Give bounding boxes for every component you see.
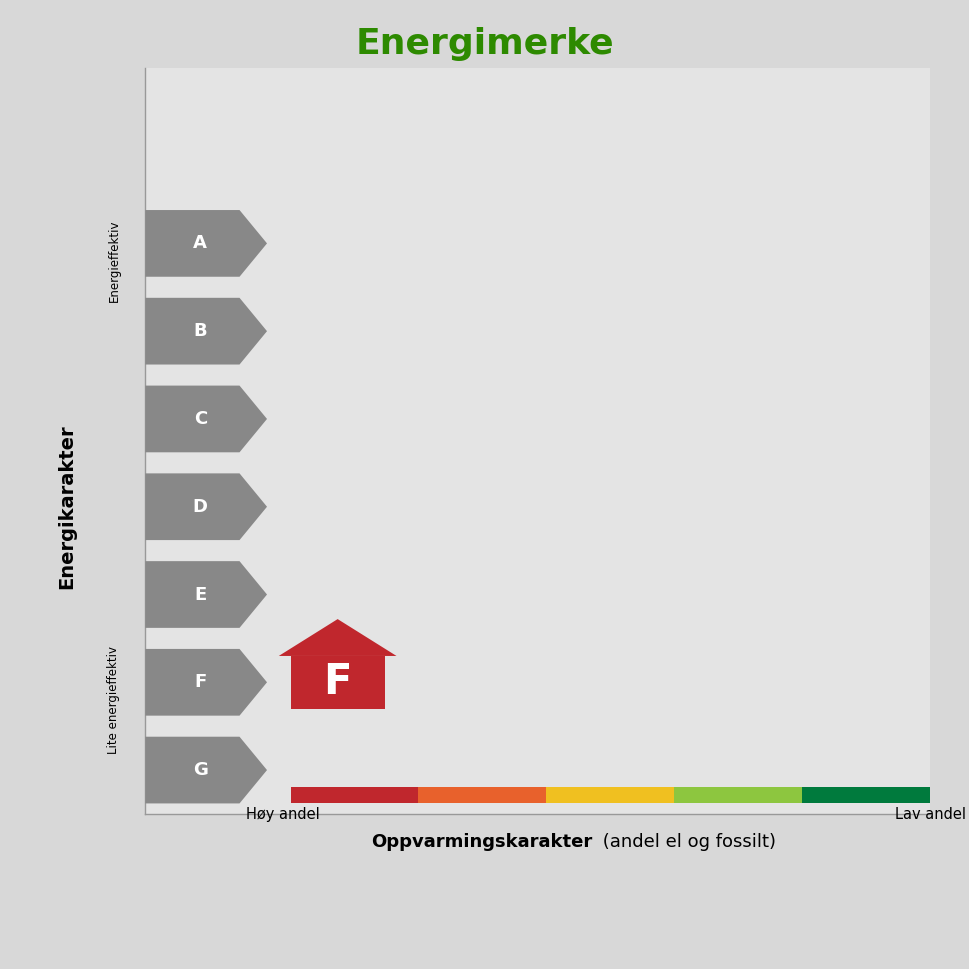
Text: D: D (193, 498, 207, 516)
Text: B: B (194, 322, 207, 340)
Bar (674, 787, 802, 802)
Polygon shape (145, 210, 267, 277)
Text: Oppvarmingskarakter: Oppvarmingskarakter (371, 833, 593, 852)
Text: A: A (194, 234, 207, 252)
Text: Høy andel: Høy andel (246, 807, 320, 822)
Polygon shape (145, 474, 267, 540)
Text: F: F (194, 673, 206, 691)
Polygon shape (145, 386, 267, 453)
Text: Energikarakter: Energikarakter (57, 424, 77, 589)
Text: G: G (193, 761, 207, 779)
Bar (291, 787, 419, 802)
Text: Energimerke: Energimerke (356, 26, 613, 61)
Bar (419, 787, 547, 802)
Polygon shape (145, 736, 267, 803)
Text: (andel el og fossilt): (andel el og fossilt) (597, 833, 775, 852)
Text: Lav andel: Lav andel (894, 807, 966, 822)
Polygon shape (145, 649, 267, 716)
Polygon shape (279, 619, 396, 656)
Bar (547, 787, 674, 802)
Polygon shape (145, 561, 267, 628)
Text: Lite energieffektiv: Lite energieffektiv (108, 646, 120, 754)
Bar (802, 787, 930, 802)
Text: E: E (194, 585, 206, 604)
Text: C: C (194, 410, 207, 428)
Bar (291, 656, 385, 708)
Text: Energieffektiv: Energieffektiv (108, 220, 120, 302)
Text: F: F (324, 661, 352, 703)
Polygon shape (145, 297, 267, 364)
